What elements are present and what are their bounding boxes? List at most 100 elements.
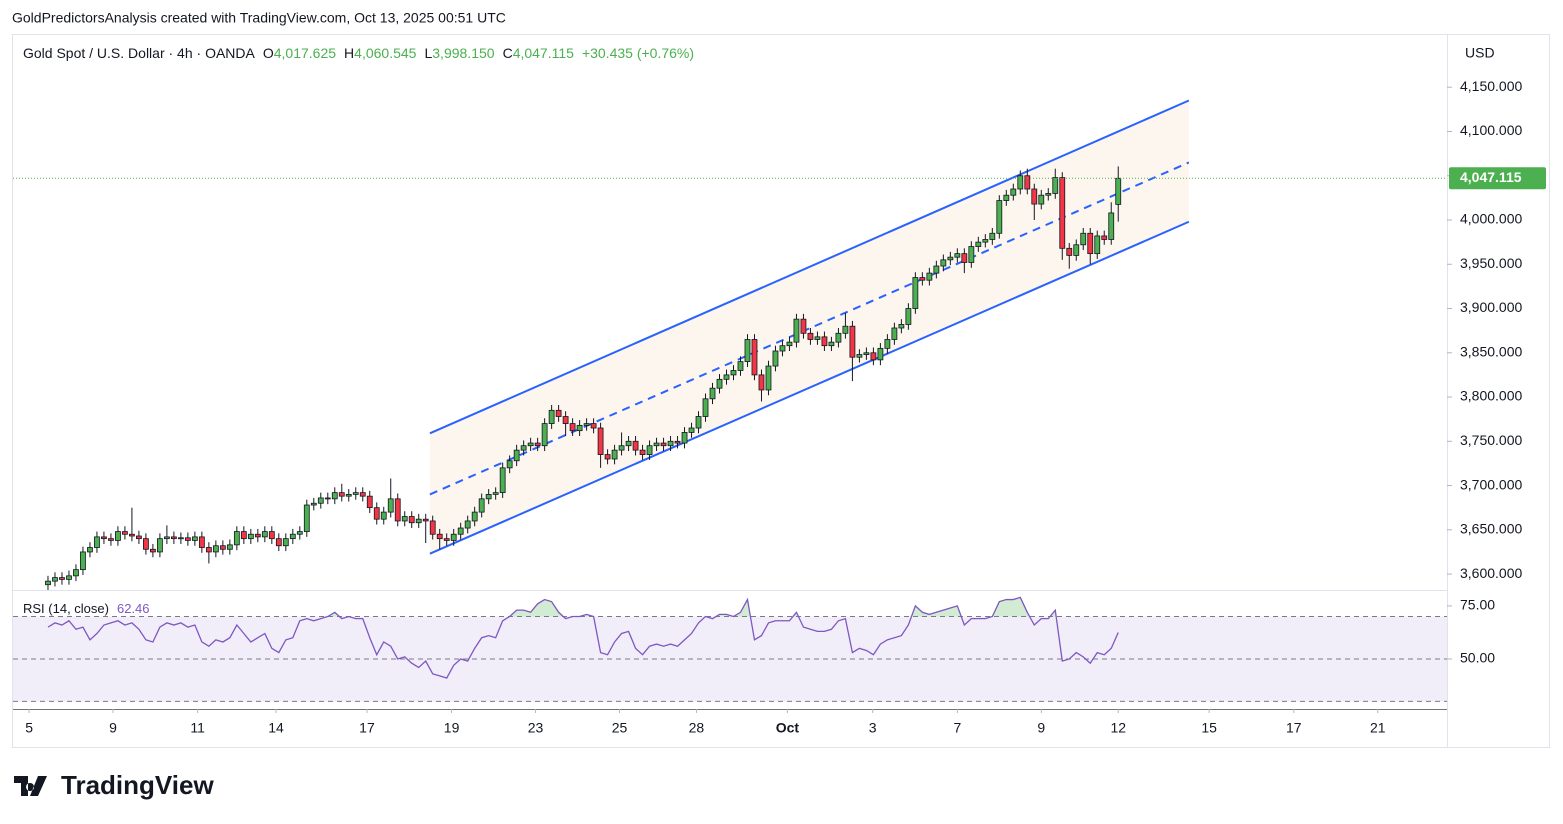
legend: Gold Spot / U.S. Dollar · 4h · OANDA O4,0… (23, 45, 694, 61)
candle-body (324, 497, 331, 500)
brand-logo (14, 776, 47, 796)
candle-body (891, 327, 898, 340)
candle-body (485, 494, 492, 500)
candle-body (310, 502, 317, 506)
candle-body (150, 548, 156, 553)
main-pane (45, 99, 1190, 590)
candle-body (303, 504, 310, 532)
candle-body (527, 442, 534, 447)
candle-body (758, 374, 765, 391)
candle-body (59, 577, 65, 580)
candle-body (933, 265, 940, 274)
x-tick-label: 21 (1370, 720, 1386, 736)
candle-body (716, 378, 723, 389)
candle-body (436, 533, 443, 540)
candle-body (800, 318, 807, 334)
candle-body (821, 336, 828, 347)
ohlc-label: L (424, 45, 432, 61)
rsi-overbought-fill (47, 597, 1119, 617)
candle-body (471, 511, 478, 522)
candle-body (737, 361, 744, 371)
candle-body (611, 449, 618, 460)
candle-body (975, 241, 982, 247)
candle-body (177, 537, 184, 540)
candle-body (352, 492, 359, 495)
x-tick-label: 25 (612, 720, 628, 736)
x-tick-label: 15 (1201, 720, 1217, 736)
candle-body (807, 332, 814, 340)
candle-body (583, 423, 590, 426)
candle-body (541, 423, 548, 447)
candle-body (464, 520, 471, 529)
candle-body (674, 440, 681, 444)
candle-body (170, 536, 177, 540)
candle-body (1003, 194, 1010, 201)
candle-body (905, 308, 912, 325)
y-tick-label: 3,600.000 (1460, 565, 1522, 581)
candle-body (940, 259, 947, 267)
candle-body (1038, 194, 1045, 205)
y-tick-label: 4,100.000 (1460, 122, 1522, 138)
x-tick-label: 28 (689, 720, 705, 736)
candle-body (632, 440, 639, 451)
change: +30.435 (+0.76%) (582, 45, 694, 61)
candle-body (898, 324, 905, 329)
candle-body (296, 531, 303, 535)
x-tick-label: 14 (268, 720, 284, 736)
candle-body (450, 533, 457, 541)
y-tick-label: 3,950.000 (1460, 255, 1522, 271)
rsi-pane (13, 596, 1447, 702)
candle-body (590, 423, 597, 429)
candle-body (1115, 177, 1122, 205)
candle-body (87, 547, 93, 553)
candle-body (681, 432, 688, 444)
candle-body (52, 577, 58, 582)
candle-body (849, 325, 856, 358)
y-tick-label: 4,000.000 (1460, 211, 1522, 227)
rsi-value: 62.46 (117, 601, 150, 616)
candle-body (618, 445, 625, 451)
candle-body (136, 535, 142, 540)
candle-body (289, 533, 296, 540)
candle-body (555, 409, 562, 417)
candle-body (576, 424, 583, 432)
candle-body (261, 531, 268, 538)
currency-label: USD (1465, 45, 1495, 61)
brand: TradingView (14, 770, 214, 800)
candle-body (282, 538, 289, 547)
candle-body (478, 498, 485, 513)
candle-body (198, 536, 205, 548)
candle-body (387, 498, 394, 513)
x-tick-label: 17 (359, 720, 375, 736)
candle-body (660, 442, 667, 447)
candle-body (122, 531, 128, 535)
candle-body (765, 365, 772, 391)
symbol-title: Gold Spot / U.S. Dollar · 4h · OANDA (23, 45, 256, 61)
candle-body (499, 467, 506, 494)
candle-body (513, 449, 520, 462)
candle-body (506, 460, 513, 469)
candle-body (639, 449, 646, 455)
candle-body (394, 498, 401, 522)
candle-body (828, 341, 835, 347)
candle-body (443, 538, 450, 541)
candle-body (275, 538, 282, 547)
candle-body (730, 370, 737, 376)
candle-body (744, 339, 751, 363)
candle-body (143, 538, 149, 550)
x-tick-label: 9 (109, 720, 117, 736)
candle-body (1087, 232, 1094, 255)
candle-body (1101, 235, 1108, 240)
candle-body (534, 442, 541, 447)
candle-body (562, 416, 569, 424)
candle-body (695, 416, 702, 429)
ohlc-value: 4,047.115 (513, 45, 574, 61)
candle-body (709, 387, 716, 400)
candle-body (982, 239, 989, 243)
candle-body (1094, 235, 1101, 255)
y-tick-label: 3,650.000 (1460, 521, 1522, 537)
x-tick-label: 12 (1110, 720, 1126, 736)
candle-body (66, 575, 72, 580)
